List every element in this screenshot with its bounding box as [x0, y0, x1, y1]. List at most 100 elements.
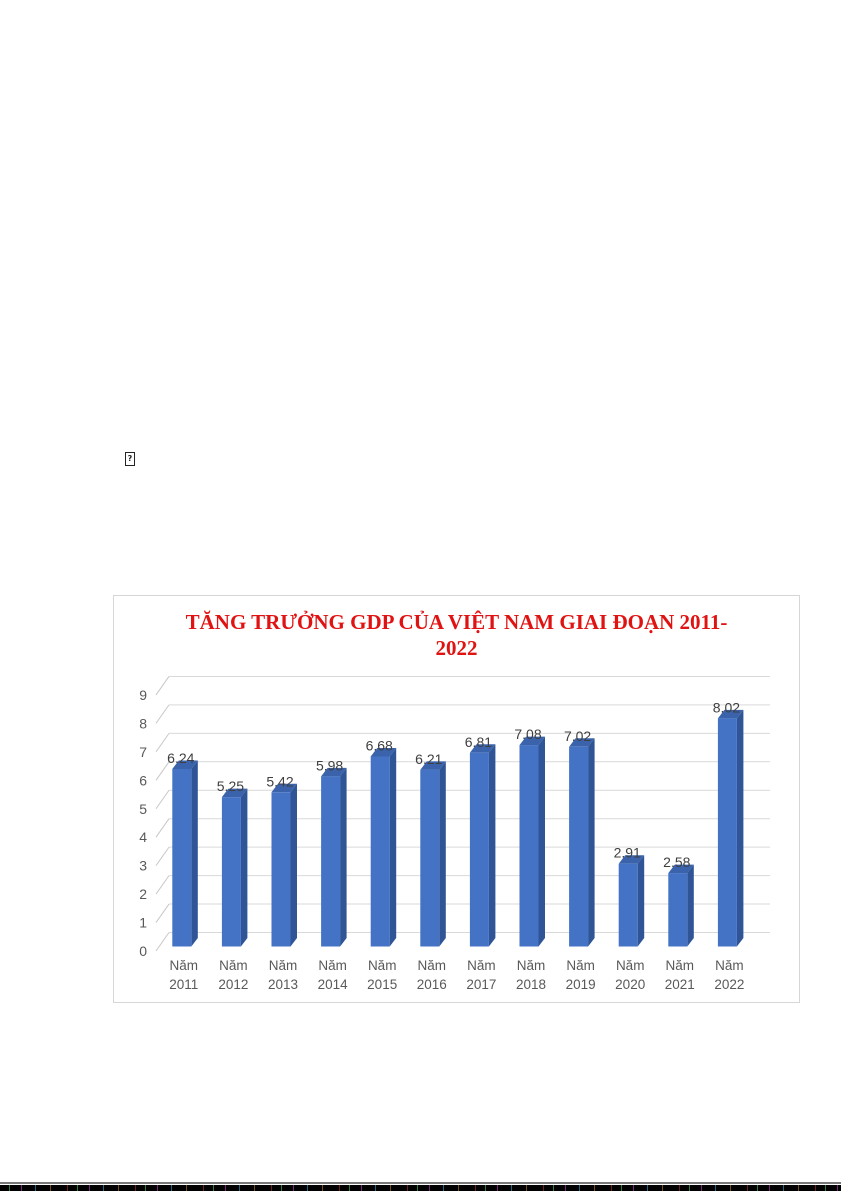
- bar-front-face: [420, 769, 440, 947]
- x-category-label-line2: 2011: [169, 977, 198, 992]
- x-category-label-line1: Năm: [616, 958, 645, 973]
- bar-value-label: 5.42: [266, 773, 293, 789]
- bar-value-label: 5.98: [316, 757, 343, 773]
- gridline-diagonal: [155, 846, 170, 866]
- x-category-label-line2: 2020: [615, 977, 645, 992]
- bar-front-face: [172, 768, 192, 947]
- gridline-diagonal: [155, 818, 170, 838]
- gridline-diagonal: [155, 903, 170, 923]
- x-category-label-line1: Năm: [566, 958, 595, 973]
- bar-front-face: [618, 863, 638, 947]
- x-category-label-line2: 2016: [417, 977, 447, 992]
- x-category-label-line1: Năm: [666, 958, 695, 973]
- y-tick-label: 6: [139, 772, 147, 788]
- y-tick-label: 8: [139, 715, 147, 731]
- y-tick-label: 5: [139, 801, 147, 817]
- bar-value-label: 5.25: [217, 778, 244, 794]
- bar-side-face: [488, 744, 496, 947]
- chart-bar: [717, 709, 744, 947]
- bar-side-face: [687, 864, 694, 947]
- x-category-label-line2: 2012: [218, 977, 248, 992]
- bar-value-label: 6.21: [415, 751, 442, 767]
- x-category-label-line1: Năm: [170, 958, 199, 973]
- gridline-diagonal: [155, 733, 170, 753]
- bar-value-label: 2.91: [614, 845, 641, 861]
- gridline-diagonal: [155, 875, 170, 895]
- bar-top-face: [321, 767, 347, 777]
- bar-side-face: [736, 709, 744, 947]
- x-category-label-line2: 2013: [268, 977, 298, 992]
- bar-side-face: [340, 767, 347, 947]
- y-tick-label: 4: [139, 829, 147, 845]
- bar-top-face: [221, 788, 248, 798]
- chart-bar: [569, 738, 595, 947]
- bar-top-face: [469, 744, 496, 753]
- y-tick-label: 3: [139, 858, 147, 874]
- bar-value-label: 6.68: [366, 737, 393, 753]
- bar-side-face: [240, 788, 248, 947]
- chart-bar: [519, 736, 545, 947]
- bar-top-face: [668, 864, 694, 874]
- bar-top-face: [569, 738, 595, 747]
- gridline-diagonal: [155, 676, 170, 696]
- page-bottom-divider: [0, 1182, 841, 1184]
- chart-bar: [172, 760, 198, 947]
- bar-top-face: [618, 855, 645, 864]
- gridline-diagonal: [155, 704, 170, 724]
- bar-side-face: [290, 783, 297, 947]
- bar-front-face: [519, 745, 539, 947]
- chart-bar: [420, 761, 446, 947]
- bar-front-face: [569, 746, 589, 947]
- bar-top-face: [172, 760, 198, 769]
- bar-side-face: [588, 738, 595, 947]
- x-category-label-line2: 2015: [367, 977, 397, 992]
- x-category-label-line1: Năm: [715, 958, 744, 973]
- chart-bar: [321, 767, 347, 947]
- bar-side-face: [191, 760, 198, 947]
- y-tick-label: 1: [139, 915, 147, 931]
- bar-value-label: 6.24: [167, 750, 194, 766]
- bar-front-face: [717, 718, 737, 947]
- bar-side-face: [439, 761, 446, 947]
- x-category-label-line1: Năm: [467, 958, 496, 973]
- y-tick-label: 0: [139, 943, 147, 959]
- x-category-label-line1: Năm: [318, 958, 347, 973]
- bar-side-face: [538, 736, 545, 947]
- y-tick-label: 7: [139, 744, 147, 760]
- bar-value-label: 8.02: [713, 699, 740, 715]
- x-category-label-line2: 2018: [516, 977, 546, 992]
- taskbar-edge-sliver[interactable]: [0, 1185, 841, 1191]
- embedded-gdp-chart[interactable]: TĂNG TRƯỞNG GDP CỦA VIỆT NAM GIAI ĐOẠN 2…: [113, 595, 800, 1003]
- x-category-label-line1: Năm: [517, 958, 546, 973]
- x-category-label-line1: Năm: [219, 958, 248, 973]
- bar-front-face: [221, 797, 241, 947]
- chart-title: TĂNG TRƯỞNG GDP CỦA VIỆT NAM GIAI ĐOẠN 2…: [114, 596, 799, 661]
- chart-title-line-2: 2022: [435, 636, 478, 660]
- chart-bar: [221, 788, 248, 947]
- chart-bar: [668, 864, 694, 947]
- bar-value-label: 7.02: [564, 728, 591, 744]
- x-category-label-line2: 2014: [318, 977, 349, 992]
- bar-front-face: [469, 752, 489, 947]
- x-category-label-line1: Năm: [269, 958, 298, 973]
- bar-value-label: 2.58: [663, 854, 690, 870]
- x-category-label-line2: 2021: [665, 977, 695, 992]
- bar-top-face: [717, 709, 744, 719]
- y-tick-label: 9: [139, 687, 147, 703]
- bar-top-face: [519, 736, 545, 746]
- bar-value-label: 7.08: [514, 726, 541, 742]
- bar-side-face: [389, 747, 397, 947]
- chart-bar: [618, 855, 645, 947]
- gdp-bar-chart-svg: 0 1 2 3 4 5 6 7 8 9 6.24 Năm 2011 5.25 Năm 2012 5.42 Năm 2…: [139, 675, 770, 992]
- bar-front-face: [668, 873, 688, 947]
- chart-bar: [370, 747, 397, 947]
- bar-front-face: [370, 756, 390, 947]
- bar-side-face: [637, 855, 645, 947]
- missing-glyph-box: ?: [125, 452, 135, 466]
- gridline-diagonal: [155, 789, 170, 810]
- bar-value-label: 6.81: [465, 734, 492, 750]
- gridline-diagonal: [155, 761, 170, 781]
- x-category-label-line2: 2022: [714, 977, 744, 992]
- chart-title-line-1: TĂNG TRƯỞNG GDP CỦA VIỆT NAM GIAI ĐOẠN 2…: [185, 610, 728, 634]
